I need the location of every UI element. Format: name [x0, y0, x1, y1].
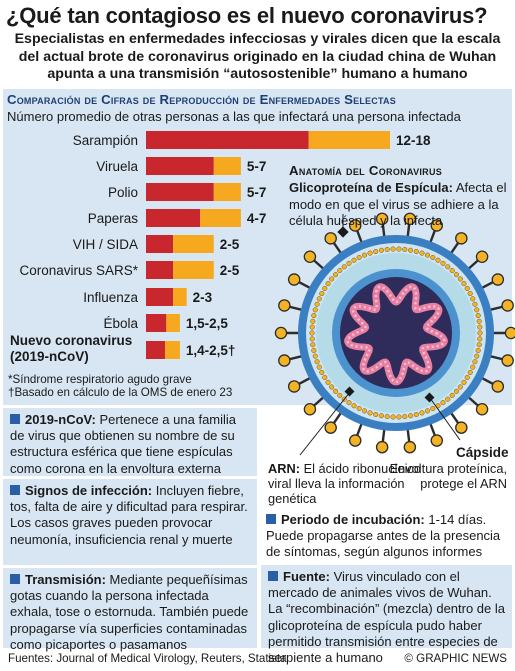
- glycoprotein-description: Glicoproteína de Espícula: Afecta el mod…: [289, 180, 507, 230]
- bar-low-2: [146, 183, 214, 201]
- bar-low-4: [146, 235, 174, 253]
- rna-label: ARN:: [268, 461, 300, 476]
- bullet-square-icon: [10, 574, 20, 584]
- bar-high-8: [164, 341, 180, 359]
- virus-illustration: [274, 212, 515, 456]
- bars-layer: Sarampión 12-18 Viruela 5-7 Polio 5-7 Paperas 4…: [10, 131, 431, 364]
- value-label-2: 5-7: [247, 185, 267, 200]
- signs-label: Signos de infección:: [25, 483, 153, 498]
- category-label-7: Ébola: [103, 316, 138, 331]
- transmission-text: Mediante pequeñísimas gotas cuando la pe…: [10, 572, 249, 652]
- category-label-1: Viruela: [96, 159, 138, 174]
- sources: Fuentes: Journal of Medical Virology, Re…: [8, 652, 287, 665]
- bar-high-4: [173, 235, 214, 253]
- value-label-0: 12-18: [396, 133, 431, 148]
- bar-low-0: [146, 131, 309, 149]
- bullet-square-icon: [268, 571, 278, 581]
- footnote-sars: *Síndrome respiratorio agudo grave: [8, 373, 192, 386]
- glycoprotein-text: Afecta el modo en que el virus se adhier…: [289, 180, 507, 228]
- bar-high-6: [173, 288, 187, 306]
- info-box-ncov: 2019-nCoV: Pertenece a una familia de vi…: [3, 408, 257, 476]
- category-label-6: Influenza: [83, 290, 138, 305]
- incubation-text: 1-14 días. Puede propagarse antes de la …: [266, 512, 501, 560]
- bullet-square-icon: [10, 414, 20, 424]
- bullet-square-icon: [10, 485, 20, 495]
- category-label-5: Coronavirus SARS*: [19, 263, 138, 278]
- incubation-label: Periodo de incubación:: [281, 512, 425, 527]
- category-label-8-1: (2019-nCoV): [10, 349, 89, 364]
- bar-high-7: [166, 314, 180, 332]
- bar-low-3: [146, 209, 201, 227]
- bar-low-5: [146, 261, 174, 279]
- category-label-2: Polio: [108, 185, 138, 200]
- bar-low-8: [146, 341, 165, 359]
- transmission-label: Transmisión:: [25, 572, 106, 587]
- category-label-8-0: Nuevo coronavirus: [10, 333, 132, 348]
- value-label-5: 2-5: [220, 263, 240, 278]
- value-label-6: 2-3: [193, 290, 213, 305]
- bar-low-6: [146, 288, 174, 306]
- bullet-square-icon: [266, 514, 276, 524]
- glycoprotein-label: Glicoproteína de Espícula:: [289, 180, 453, 195]
- category-label-4: VIH / SIDA: [73, 237, 138, 252]
- value-label-7: 1,5-2,5: [186, 316, 229, 331]
- page-subtitle: Especialistas en enfermedades infecciosa…: [14, 31, 501, 82]
- signs-text: Incluyen fiebre, tos, falta de aire y di…: [10, 483, 248, 547]
- capsid-label: Cápside: [456, 445, 509, 460]
- bar-high-5: [173, 261, 214, 279]
- capsid-text: Envoltura proteínica, protege el ARN: [389, 461, 507, 491]
- chart-subtitle: Número promedio de otras personas a las …: [7, 109, 461, 124]
- info-box-incubation: Periodo de incubación: 1-14 días. Puede …: [262, 512, 512, 561]
- info-box-source: Fuente: Virus vinculado con el mercado d…: [261, 565, 512, 665]
- source-text: Virus vinculado con el mercado de animal…: [268, 569, 505, 666]
- bar-low-7: [146, 314, 167, 332]
- bar-high-1: [213, 157, 241, 175]
- bar-high-0: [308, 131, 390, 149]
- rna-text: El ácido ribonucleico viral lleva la inf…: [268, 461, 421, 506]
- info-box-transmission: Transmisión: Mediante pequeñísimas gotas…: [3, 568, 257, 652]
- bar-high-3: [200, 209, 241, 227]
- bar-low-1: [146, 157, 214, 175]
- ncov-text: Pertenece a una familia de virus que obt…: [10, 412, 237, 476]
- bar-high-2: [213, 183, 241, 201]
- credit: © GRAPHIC NEWS: [404, 652, 507, 665]
- category-label-0: Sarampión: [73, 133, 138, 148]
- value-label-4: 2-5: [220, 237, 240, 252]
- info-box-signs: Signos de infección: Incluyen fiebre, to…: [3, 479, 257, 565]
- value-label-3: 4-7: [247, 211, 267, 226]
- footnotes: *Síndrome respiratorio agudo grave †Basa…: [8, 373, 232, 399]
- source-label: Fuente:: [283, 569, 330, 584]
- footnote-who: †Basado en cálculo de la OMS de enero 23: [8, 386, 233, 399]
- value-label-1: 5-7: [247, 159, 267, 174]
- anatomy-title: Anatomía del Coronavirus: [289, 163, 443, 178]
- rna-description: ARN: El ácido ribonucleico viral lleva l…: [268, 461, 438, 506]
- ncov-label: 2019-nCoV:: [25, 412, 96, 427]
- chart-title: Comparación de Cifras de Reproducción de…: [7, 92, 396, 107]
- page-title: ¿Qué tan contagioso es el nuevo coronavi…: [6, 3, 488, 28]
- value-label-8: 1,4-2,5†: [186, 343, 236, 358]
- category-label-3: Paperas: [88, 211, 139, 226]
